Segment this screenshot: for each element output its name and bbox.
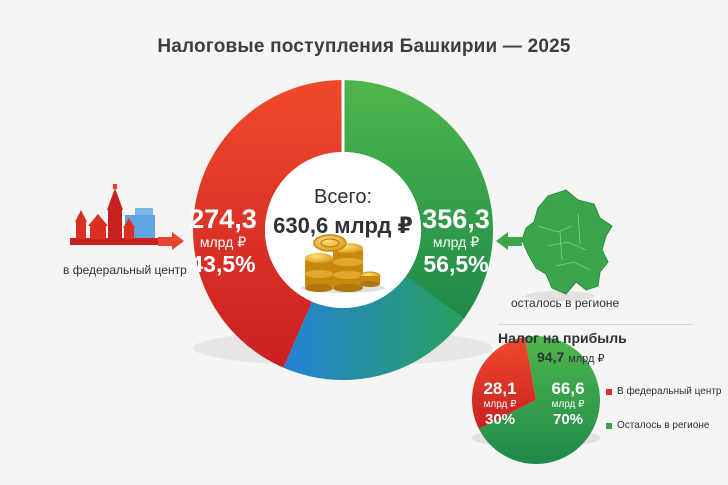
legend-label-federal: В федеральный центр: [617, 386, 722, 397]
small-chart-total: 94,7 млрд ₽: [537, 349, 604, 365]
legend-item-federal: В федеральный центр: [606, 386, 722, 397]
federal-unit: млрд ₽: [199, 234, 247, 250]
federal-percent: 43,5%: [190, 251, 256, 277]
legend-item-region: Осталось в регионе: [606, 420, 709, 431]
legend-swatch-federal: [606, 388, 612, 395]
main-donut-chart: [192, 80, 494, 380]
small-region-value: 66,6: [551, 379, 585, 398]
small-region-label: 66,6 млрд ₽ 70%: [544, 379, 592, 429]
donut-segment-region: [343, 80, 494, 319]
federal-value: 274,3: [189, 204, 257, 234]
total-caption: Всего:: [314, 186, 372, 208]
section-divider: [498, 324, 693, 325]
small-total-value: 94,7: [537, 349, 565, 365]
small-federal-unit: млрд ₽: [483, 399, 517, 410]
donut-center-label: Всего: 630,6 млрд ₽: [265, 186, 421, 239]
small-region-unit: млрд ₽: [551, 399, 585, 410]
bashkiria-map-icon: [521, 189, 613, 301]
total-value: 630,6 млрд ₽: [273, 213, 413, 238]
donut-segment-federal: [192, 80, 343, 368]
region-unit: млрд ₽: [432, 234, 480, 250]
donut-hole: [265, 152, 421, 308]
region-value-label: 356,3 млрд ₽ 56,5%: [420, 205, 492, 277]
legend-label-region: Осталось в регионе: [617, 420, 710, 431]
arrow-to-region-icon: [496, 232, 522, 250]
donut-segment-region-blue: [283, 275, 465, 380]
small-region-percent: 70%: [552, 411, 584, 428]
small-federal-label: 28,1 млрд ₽ 30%: [478, 379, 522, 429]
federal-caption: в федеральный центр: [63, 263, 187, 277]
small-pie-chart: [472, 336, 601, 464]
small-chart-title: Налог на прибыль: [498, 330, 627, 346]
region-caption: осталось в регионе: [511, 296, 620, 310]
small-pie-segment-region: [478, 336, 601, 464]
coins-icon: [301, 234, 385, 293]
legend-swatch-region: [606, 422, 612, 429]
small-pie-segment-federal: [472, 336, 536, 429]
small-federal-value: 28,1: [483, 379, 517, 398]
region-value: 356,3: [422, 204, 490, 234]
arrow-to-federal-icon: [158, 232, 184, 250]
kremlin-icon: [70, 184, 162, 245]
region-percent: 56,5%: [423, 251, 489, 277]
small-federal-percent: 30%: [484, 411, 516, 428]
small-total-unit: млрд ₽: [568, 353, 605, 365]
chart-title: Налоговые поступления Башкирии — 2025: [157, 36, 571, 57]
federal-value-label: 274,3 млрд ₽ 43,5%: [188, 205, 258, 277]
